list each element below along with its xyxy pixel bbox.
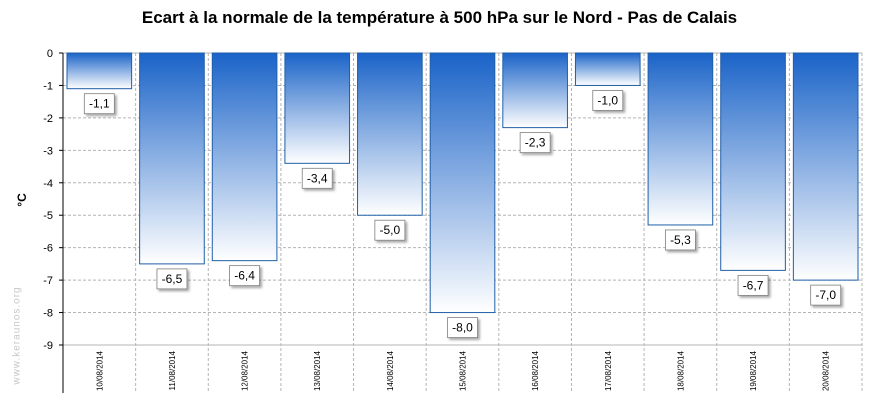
bar [792,52,859,281]
data-label: -3,4 [307,171,328,185]
data-label-box [447,317,478,338]
data-label-box [83,93,115,115]
data-label: -8,0 [452,321,473,335]
x-tick-label: 18/08/2014 [676,350,685,391]
y-tick-label: -8 [43,308,53,320]
data-label-box [737,274,769,296]
x-tick-label: 13/08/2014 [313,350,322,391]
data-label-box [592,90,624,111]
data-label: -6,5 [162,272,183,286]
data-label: -5,0 [380,223,401,237]
data-label: -7,0 [815,288,836,302]
chart-title: Ecart à la normale de la température à 5… [141,8,738,27]
x-tick-label: 10/08/2014 [95,350,104,391]
y-tick-label: 0 [47,48,53,60]
data-label: -2,3 [525,136,546,150]
data-label-box [229,265,260,287]
data-label-box [156,268,188,290]
bar [211,52,278,262]
bar [284,52,351,164]
data-label-box [301,167,333,189]
y-tick-label: -6 [43,243,53,255]
x-tick-label: 15/08/2014 [459,350,468,391]
y-tick-label: -5 [43,210,53,222]
x-tick-label: 19/08/2014 [749,350,758,391]
data-label: -5,3 [670,233,691,247]
x-tick-label: 17/08/2014 [604,350,613,391]
y-tick-label: -3 [43,145,53,157]
y-tick-label: -7 [43,275,53,287]
data-label: -1,0 [597,93,618,107]
bar [66,52,133,90]
x-tick-label: 14/08/2014 [386,350,395,391]
bar [720,52,786,271]
y-tick-label: -4 [43,178,53,190]
bar [139,52,205,265]
bar [647,52,714,226]
y-axis-label: °C [15,193,29,207]
data-label-box [519,132,551,154]
data-label: -6,4 [234,269,255,283]
bar [502,52,568,129]
y-tick-label: -1 [43,80,53,92]
bar [429,52,496,314]
x-tick-label: 12/08/2014 [241,350,250,391]
x-tick-label: 16/08/2014 [531,350,540,391]
data-label: -1,1 [89,97,110,111]
x-tick-label: 20/08/2014 [822,350,831,391]
bar [574,52,641,86]
x-tick-label: 11/08/2014 [168,350,177,390]
y-tick-label: -2 [43,113,53,125]
data-label-box [374,219,406,241]
y-tick-label: -9 [43,340,53,352]
bar [357,52,423,216]
data-label: -6,7 [743,278,764,292]
data-label-box [810,284,842,306]
data-label-box [665,229,696,251]
